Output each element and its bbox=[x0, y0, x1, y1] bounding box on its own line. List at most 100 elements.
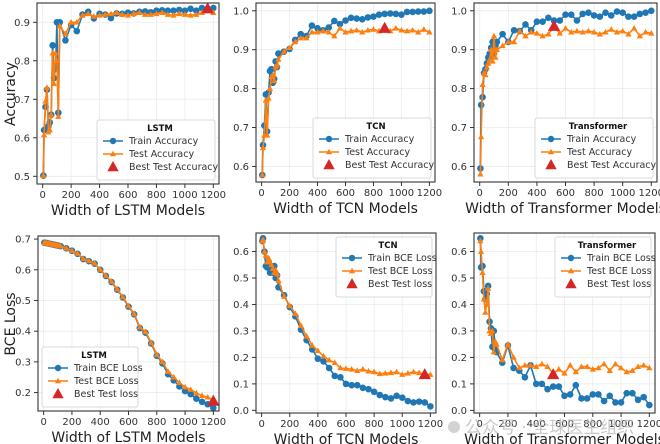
data-point-test bbox=[280, 48, 288, 54]
data-point-train bbox=[555, 383, 563, 390]
data-point-test bbox=[193, 11, 200, 17]
data-point-test bbox=[130, 10, 137, 17]
data-point-test bbox=[303, 34, 310, 41]
data-point-train bbox=[602, 9, 609, 17]
x-tick-label: 600 bbox=[555, 419, 574, 430]
watermark-icon bbox=[448, 421, 460, 433]
legend-marker-train-icon bbox=[325, 135, 333, 143]
legend-title: LSTM bbox=[147, 124, 173, 134]
y-tick-label: 0.9 bbox=[451, 45, 467, 56]
data-point-test bbox=[600, 360, 608, 367]
x-tick-label: 200 bbox=[280, 419, 299, 430]
data-point-train bbox=[612, 399, 619, 406]
x-axis-label: Width of Transformer Models bbox=[465, 201, 660, 217]
data-point-test bbox=[415, 28, 422, 35]
y-axis-label-accuracy: Accuracy bbox=[3, 62, 19, 126]
x-tick-label: 0 bbox=[40, 417, 46, 428]
data-point-train bbox=[398, 11, 405, 18]
legend-marker-test-icon bbox=[54, 377, 62, 384]
x-tick-label: 600 bbox=[336, 188, 355, 199]
data-point-test bbox=[602, 28, 609, 35]
data-point-train bbox=[275, 50, 282, 57]
legend-entry-label: Best Test Accuracy bbox=[345, 160, 435, 171]
x-tick-label: 1200 bbox=[639, 188, 660, 199]
data-point-train bbox=[342, 17, 349, 24]
x-tick-label: 0 bbox=[476, 419, 482, 430]
plot-frame bbox=[255, 232, 437, 414]
data-point-test bbox=[259, 144, 267, 151]
x-axis-label: Width of TCN Models bbox=[273, 201, 418, 217]
data-point-test bbox=[629, 367, 636, 373]
y-tick-label: 0.7 bbox=[451, 123, 467, 134]
legend-box bbox=[554, 236, 652, 298]
x-tick-label: 200 bbox=[498, 419, 517, 430]
x-tick-label: 600 bbox=[118, 190, 137, 201]
data-point-test bbox=[403, 27, 411, 34]
data-point-test bbox=[181, 11, 189, 17]
data-point-train bbox=[572, 381, 580, 389]
data-point-train bbox=[544, 385, 551, 393]
data-point-test bbox=[272, 266, 279, 273]
legend-entry-label: Test BCE Loss bbox=[367, 266, 433, 277]
data-point-train bbox=[387, 395, 395, 402]
data-point-test bbox=[596, 30, 603, 37]
legend-marker-best-icon bbox=[107, 161, 119, 172]
data-point-train bbox=[522, 21, 529, 28]
y-tick-label: 0.3 bbox=[15, 357, 31, 368]
legend-marker-train-icon bbox=[547, 135, 555, 143]
data-point-test bbox=[125, 302, 132, 309]
x-tick-label: 800 bbox=[585, 188, 604, 199]
best-test-marker bbox=[378, 21, 391, 33]
data-point-test bbox=[490, 32, 498, 39]
data-point-train bbox=[427, 403, 434, 410]
legend: TCN Train Accuracy Test Accuracy Best Test … bbox=[312, 117, 435, 179]
data-point-train bbox=[392, 10, 400, 18]
data-point-test bbox=[493, 340, 500, 347]
chart-panel-transformer-accuracy: 0 200 400 600 800 1000 1200 0.6 0.7 0.8 0.9 1.0 Widt… bbox=[451, 2, 660, 217]
data-point-train bbox=[623, 389, 631, 397]
data-point-test bbox=[187, 12, 194, 18]
x-axis-label: Width of TCN Models bbox=[274, 432, 419, 444]
legend-marker-best-icon bbox=[565, 278, 577, 289]
data-point-test bbox=[42, 97, 49, 104]
data-point-test bbox=[426, 28, 433, 35]
x-tick-label: 200 bbox=[499, 188, 518, 199]
data-point-test bbox=[410, 368, 417, 375]
data-point-test bbox=[409, 26, 416, 33]
data-point-test bbox=[623, 368, 630, 375]
data-point-train bbox=[567, 11, 575, 18]
data-point-test bbox=[91, 260, 98, 266]
data-point-test bbox=[43, 84, 51, 91]
y-axis-label-bce-loss: BCE Loss bbox=[3, 292, 19, 355]
data-point-train bbox=[308, 22, 316, 29]
legend-marker-test-icon bbox=[547, 148, 555, 155]
data-point-test bbox=[159, 358, 166, 365]
data-point-train bbox=[510, 26, 518, 34]
y-tick-label: 0.5 bbox=[233, 274, 249, 285]
data-point-test bbox=[533, 363, 540, 369]
data-point-test bbox=[198, 9, 206, 15]
x-tick-label: 0 bbox=[258, 419, 264, 430]
x-tick-label: 1200 bbox=[417, 188, 442, 199]
best-test-marker bbox=[547, 368, 560, 380]
data-point-test bbox=[124, 12, 132, 18]
data-point-train bbox=[521, 373, 529, 381]
data-point-train bbox=[353, 381, 361, 389]
data-point-train bbox=[187, 5, 194, 13]
data-point-test bbox=[478, 133, 485, 140]
data-point-train bbox=[647, 7, 655, 15]
x-tick-label: 400 bbox=[527, 188, 546, 199]
data-point-train bbox=[62, 37, 69, 44]
x-tick-label: 400 bbox=[90, 190, 109, 201]
data-point-test bbox=[56, 22, 63, 29]
data-point-test bbox=[398, 26, 405, 33]
data-point-test bbox=[142, 328, 149, 335]
data-point-train bbox=[533, 18, 541, 25]
data-point-train bbox=[175, 6, 183, 14]
data-point-train bbox=[585, 9, 592, 17]
data-point-train bbox=[353, 15, 360, 22]
data-point-test bbox=[630, 24, 638, 31]
legend-entry-label: Train Accuracy bbox=[566, 134, 637, 145]
y-tick-label: 0.8 bbox=[451, 84, 467, 95]
data-point-test bbox=[319, 27, 327, 34]
